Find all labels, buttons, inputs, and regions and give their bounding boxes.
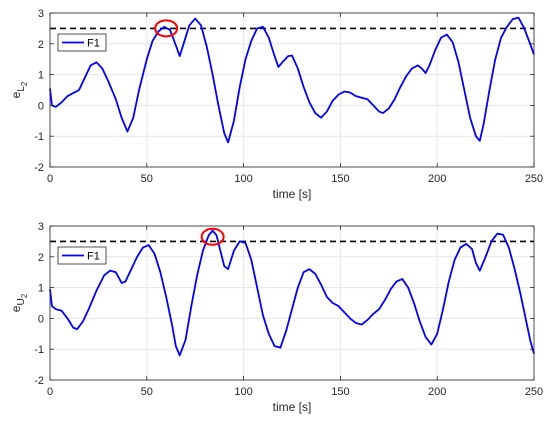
x-tick-label: 100: [234, 173, 252, 185]
x-axis-label: time [s]: [273, 400, 312, 414]
series-line-f1: [49, 16, 535, 144]
y-axis-label: eU2: [9, 293, 29, 312]
axes-box: [49, 225, 535, 381]
y-tick-label: 0: [38, 100, 44, 112]
x-tick-label: 150: [331, 386, 349, 398]
y-tick-label: -1: [34, 344, 44, 356]
x-tick-label: 100: [234, 386, 252, 398]
y-tick-label: -2: [34, 162, 44, 174]
bottom-plot-panel: 0 50 100 150 200 250 -2 -1 0 1 2 3 time [s] eU2 F1: [9, 221, 543, 414]
x-tick-label: 250: [525, 386, 543, 398]
x-tick-label: 200: [428, 386, 446, 398]
x-tick-label: 50: [141, 386, 153, 398]
y-tick-label: -2: [34, 375, 44, 387]
series-line-f1: [49, 229, 535, 357]
axes-box: [49, 12, 535, 168]
legend-label: F1: [87, 38, 100, 50]
y-tick-label: 0: [38, 313, 44, 325]
x-tick-label: 250: [525, 173, 543, 185]
y-tick-label: 1: [38, 70, 44, 82]
x-tick-label: 200: [428, 173, 446, 185]
x-tick-label: 0: [47, 173, 53, 185]
y-axis-label: eL2: [9, 81, 29, 98]
highlight-circle: [154, 19, 179, 38]
plot-area: [50, 13, 534, 167]
y-tick-label: -1: [34, 131, 44, 143]
highlight-circle: [200, 227, 225, 246]
x-tick-label: 50: [141, 173, 153, 185]
plot-area: [50, 226, 534, 380]
y-tick-label: 3: [38, 221, 44, 233]
y-tick-label: 1: [38, 283, 44, 295]
y-tick-label: 2: [38, 252, 44, 264]
y-tick-label: 3: [38, 8, 44, 20]
legend-label: F1: [87, 251, 100, 263]
x-tick-label: 150: [331, 173, 349, 185]
top-plot-panel: 0 50 100 150 200 250 -2 -1 0 1 2 3 time [s] eL2 F1: [9, 8, 543, 201]
x-tick-label: 0: [47, 386, 53, 398]
y-tick-label: 2: [38, 39, 44, 51]
x-axis-label: time [s]: [273, 187, 312, 201]
